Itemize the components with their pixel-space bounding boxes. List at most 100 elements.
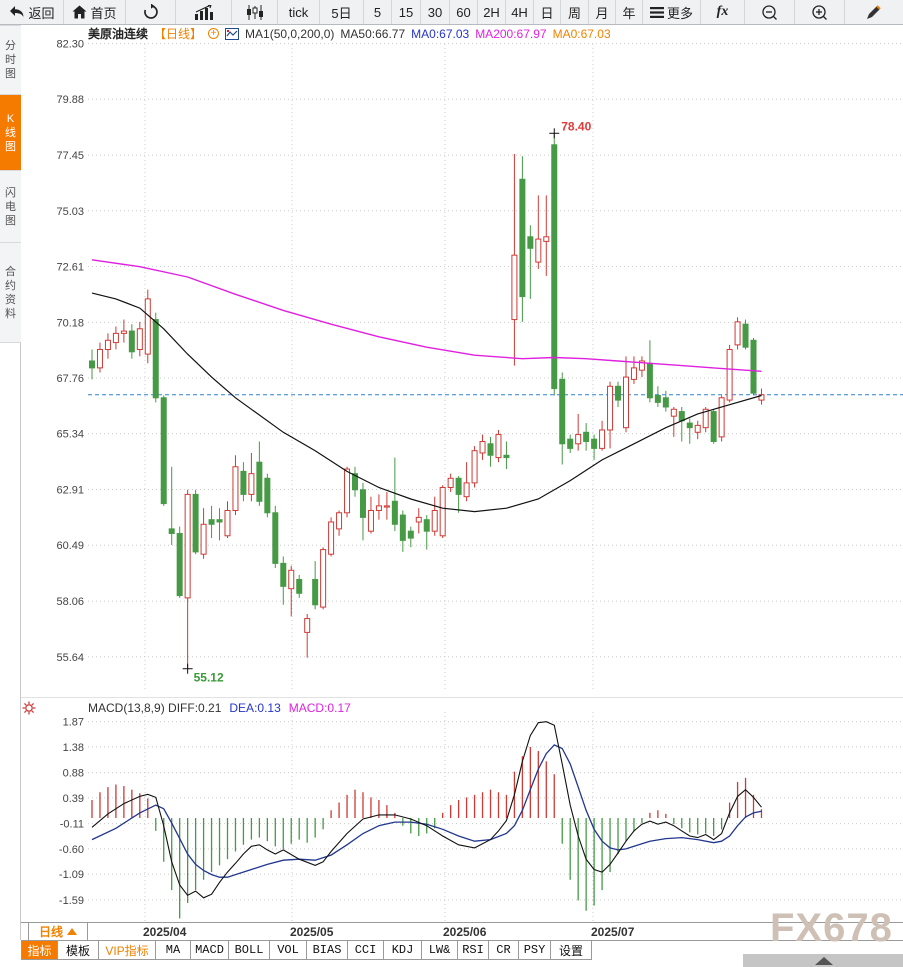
macd-axis-label: 1.87 <box>63 717 84 729</box>
toolbar-button-weekly[interactable]: 周 <box>561 0 589 24</box>
x-axis-label: 2025/05 <box>290 925 334 939</box>
ma0-value-blue: MA0:67.03 <box>411 26 470 41</box>
toolbar-button-daily[interactable]: 日 <box>534 0 561 24</box>
toolbar-label-daily: 日 <box>540 5 554 21</box>
line-chart-icon <box>225 27 240 40</box>
annotations-layer: 78.40 55.12 <box>182 119 592 685</box>
indicator-tab-lw[interactable]: LW& <box>422 941 458 960</box>
bottom-scrollbar-handle[interactable] <box>743 954 903 967</box>
price-axis-label: 67.76 <box>56 373 84 385</box>
menu-icon <box>649 6 664 18</box>
toolbar-label-formula: fx <box>716 4 729 19</box>
price-axis-label: 58.06 <box>56 596 84 608</box>
toolbar-label-60min: 60 <box>456 4 471 20</box>
price-axis-label: 65.34 <box>56 429 84 441</box>
price-axis-label: 55.64 <box>56 652 84 664</box>
indicator-tab-cci[interactable]: CCI <box>348 941 384 960</box>
sidebar-item-label: 合约资料 <box>5 265 16 320</box>
ma-lines-layer <box>91 259 762 513</box>
toolbar-button-candlestick[interactable] <box>232 0 278 24</box>
price-axis-label: 82.30 <box>56 39 84 51</box>
toolbar-button-yearly[interactable]: 年 <box>616 0 643 24</box>
toolbar-button-4h[interactable]: 4H <box>506 0 534 24</box>
x-axis-label: 2025/06 <box>443 925 487 939</box>
indicator-tab-ma[interactable]: MA <box>156 941 191 960</box>
macd-axis-label: -0.11 <box>60 819 84 831</box>
price-axis-label: 77.45 <box>56 150 84 162</box>
indicator-tab-[interactable]: 模板 <box>58 941 99 960</box>
main-chart[interactable]: 78.40 55.12 82.30 79.88 77.45 75.03 72.61 70.18… <box>0 25 903 967</box>
toolbar-button-15min[interactable]: 15 <box>392 0 421 24</box>
macd-histogram-layer <box>91 746 763 919</box>
toolbar-button-monthly[interactable]: 月 <box>589 0 616 24</box>
y-axis-labels: 82.30 79.88 77.45 75.03 72.61 70.18 67.76 65.34… <box>56 39 84 907</box>
indicator-tab-kdj[interactable]: KDJ <box>384 941 422 960</box>
toolbar-label-tick: tick <box>288 4 309 20</box>
sidebar-item-label: K线图 <box>5 112 16 153</box>
sidebar-item-4[interactable]: 合约资料 <box>0 243 21 343</box>
toolbar-button-tick[interactable]: tick <box>278 0 320 24</box>
price-axis-label: 72.61 <box>56 261 84 273</box>
toolbar-button-5min[interactable]: 5 <box>364 0 392 24</box>
toolbar-button-formula[interactable]: fx <box>701 0 745 24</box>
toolbar-button-refresh[interactable] <box>126 0 176 24</box>
toolbar-button-bar-chart[interactable] <box>176 0 232 24</box>
toolbar-label-4h: 4H <box>511 4 528 20</box>
ma0-value-orange: MA0:67.03 <box>552 26 611 41</box>
toolbar-label-30min: 30 <box>427 4 443 20</box>
sidebar-item-3[interactable]: 闪电图 <box>0 171 21 243</box>
price-chart-header: 美原油连续 【日线】 + MA1(50,0,200,0) MA50:66.77 M… <box>88 26 611 42</box>
x-axis-label: 2025/04 <box>143 925 187 939</box>
toolbar-button-back[interactable]: 返回 <box>0 0 64 24</box>
indicator-tab-[interactable]: 设置 <box>551 941 592 960</box>
toolbar-button-5d[interactable]: 5日 <box>320 0 364 24</box>
toolbar-button-2h[interactable]: 2H <box>478 0 506 24</box>
ma200-value: MA200:67.97 <box>475 26 547 41</box>
toolbar-label-back: 返回 <box>28 5 55 21</box>
toolbar-label-15min: 15 <box>398 4 414 20</box>
low-price-annotation: 55.12 <box>194 671 224 685</box>
indicator-tab-rsi[interactable]: RSI <box>458 941 489 960</box>
indicator-tab-vol[interactable]: VOL <box>270 941 307 960</box>
indicator-tab-bias[interactable]: BIAS <box>307 941 348 960</box>
macd-axis-label: -0.60 <box>59 844 84 856</box>
indicator-tab-[interactable]: 指标 <box>21 941 58 960</box>
sidebar-item-label: 分时图 <box>5 40 16 80</box>
price-axis-label: 70.18 <box>56 317 84 329</box>
sidebar-item-1[interactable]: 分时图 <box>0 25 21 95</box>
grid-layer <box>88 43 903 925</box>
ma-settings: MA1(50,0,200,0) <box>245 26 335 41</box>
zoom-in-icon <box>811 4 828 21</box>
toolbar-button-zoom-out[interactable] <box>745 0 795 24</box>
sidebar-item-2[interactable]: K线图 <box>0 95 21 171</box>
period-dropdown-button[interactable]: 日线 <box>28 922 88 941</box>
toolbar-button-more[interactable]: 更多 <box>643 0 701 24</box>
indicator-tab-cr[interactable]: CR <box>489 941 519 960</box>
macd-axis-label: 0.39 <box>63 793 84 805</box>
indicator-tab-vip[interactable]: VIP指标 <box>99 941 156 960</box>
panel-divider <box>21 697 903 698</box>
indicator-tab-psy[interactable]: PSY <box>519 941 551 960</box>
macd-axis-label: 1.38 <box>63 742 84 754</box>
collapse-up-icon <box>815 957 833 965</box>
toolbar-label-monthly: 月 <box>595 5 609 21</box>
add-circle-icon[interactable]: + <box>208 28 220 39</box>
macd-dea-value: DEA:0.13 <box>229 701 281 715</box>
chart-type-sidebar: 分时图 K线图闪电图合约资料 <box>0 25 21 940</box>
top-toolbar: 返回 首页 tick 5日 5 15 30 60 2H 4H 日周月年 更多 fx <box>0 0 903 25</box>
bar-chart-icon <box>194 4 214 20</box>
toolbar-button-60min[interactable]: 60 <box>450 0 478 24</box>
price-axis-label: 62.91 <box>56 485 84 497</box>
indicator-settings-gear-icon[interactable] <box>22 701 36 720</box>
toolbar-button-zoom-in[interactable] <box>795 0 845 24</box>
toolbar-button-30min[interactable]: 30 <box>421 0 450 24</box>
refresh-icon <box>143 4 159 20</box>
indicator-tab-bar: 指标 模板 VIP指标 MA MACD BOLL VOL BIAS CCI KDJ LW& RSI CR… <box>21 941 592 960</box>
toolbar-label-2h: 2H <box>483 4 500 20</box>
toolbar-button-home[interactable]: 首页 <box>64 0 126 24</box>
macd-lines-layer <box>91 721 762 899</box>
indicator-tab-macd[interactable]: MACD <box>191 941 229 960</box>
toolbar-button-draw[interactable] <box>845 0 903 24</box>
indicator-tab-boll[interactable]: BOLL <box>229 941 270 960</box>
x-axis-label: 2025/07 <box>591 925 635 939</box>
